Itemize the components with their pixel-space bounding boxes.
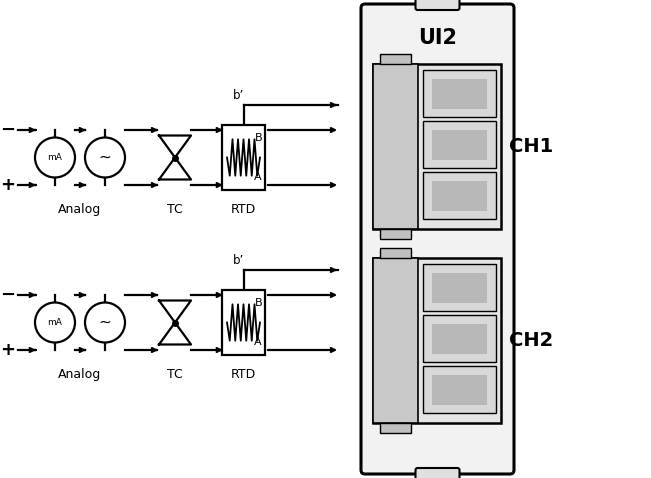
Bar xyxy=(380,423,411,433)
Polygon shape xyxy=(432,181,487,211)
FancyBboxPatch shape xyxy=(415,0,460,10)
Text: mA: mA xyxy=(48,153,62,162)
Text: TC: TC xyxy=(167,203,183,216)
Circle shape xyxy=(85,303,125,343)
Polygon shape xyxy=(432,78,487,109)
Polygon shape xyxy=(432,130,487,160)
Circle shape xyxy=(35,303,75,343)
Bar xyxy=(380,248,411,258)
Bar xyxy=(422,70,496,117)
Text: +: + xyxy=(1,341,16,359)
Text: A: A xyxy=(255,172,262,182)
Bar xyxy=(380,229,411,239)
Text: b’: b’ xyxy=(233,254,244,267)
Text: ~: ~ xyxy=(98,150,111,165)
Text: −: − xyxy=(1,286,16,304)
Bar xyxy=(222,125,265,190)
Text: B: B xyxy=(255,298,262,308)
Polygon shape xyxy=(432,375,487,405)
Bar xyxy=(222,290,265,355)
Polygon shape xyxy=(432,324,487,354)
Bar xyxy=(422,315,496,362)
Text: B: B xyxy=(255,133,262,143)
Bar xyxy=(422,172,496,219)
Bar xyxy=(373,64,501,229)
Text: −: − xyxy=(1,121,16,139)
Bar xyxy=(422,121,496,168)
Bar xyxy=(373,258,501,423)
Text: +: + xyxy=(1,176,16,194)
Text: TC: TC xyxy=(167,368,183,381)
Text: b’: b’ xyxy=(233,89,244,102)
Text: RTD: RTD xyxy=(231,368,256,381)
Text: CH1: CH1 xyxy=(509,137,553,156)
FancyBboxPatch shape xyxy=(415,468,460,478)
Text: mA: mA xyxy=(48,318,62,327)
Text: Analog: Analog xyxy=(59,203,102,216)
Polygon shape xyxy=(432,272,487,303)
Text: CH2: CH2 xyxy=(509,331,553,350)
Bar xyxy=(380,54,411,64)
Text: A: A xyxy=(255,337,262,347)
Circle shape xyxy=(35,138,75,177)
FancyBboxPatch shape xyxy=(361,4,514,474)
Bar xyxy=(422,366,496,413)
Text: Analog: Analog xyxy=(59,368,102,381)
Bar xyxy=(422,264,496,311)
Circle shape xyxy=(85,138,125,177)
Bar xyxy=(373,64,418,229)
Bar xyxy=(373,258,418,423)
Text: RTD: RTD xyxy=(231,203,256,216)
Text: UI2: UI2 xyxy=(418,28,457,48)
Text: ~: ~ xyxy=(98,315,111,330)
